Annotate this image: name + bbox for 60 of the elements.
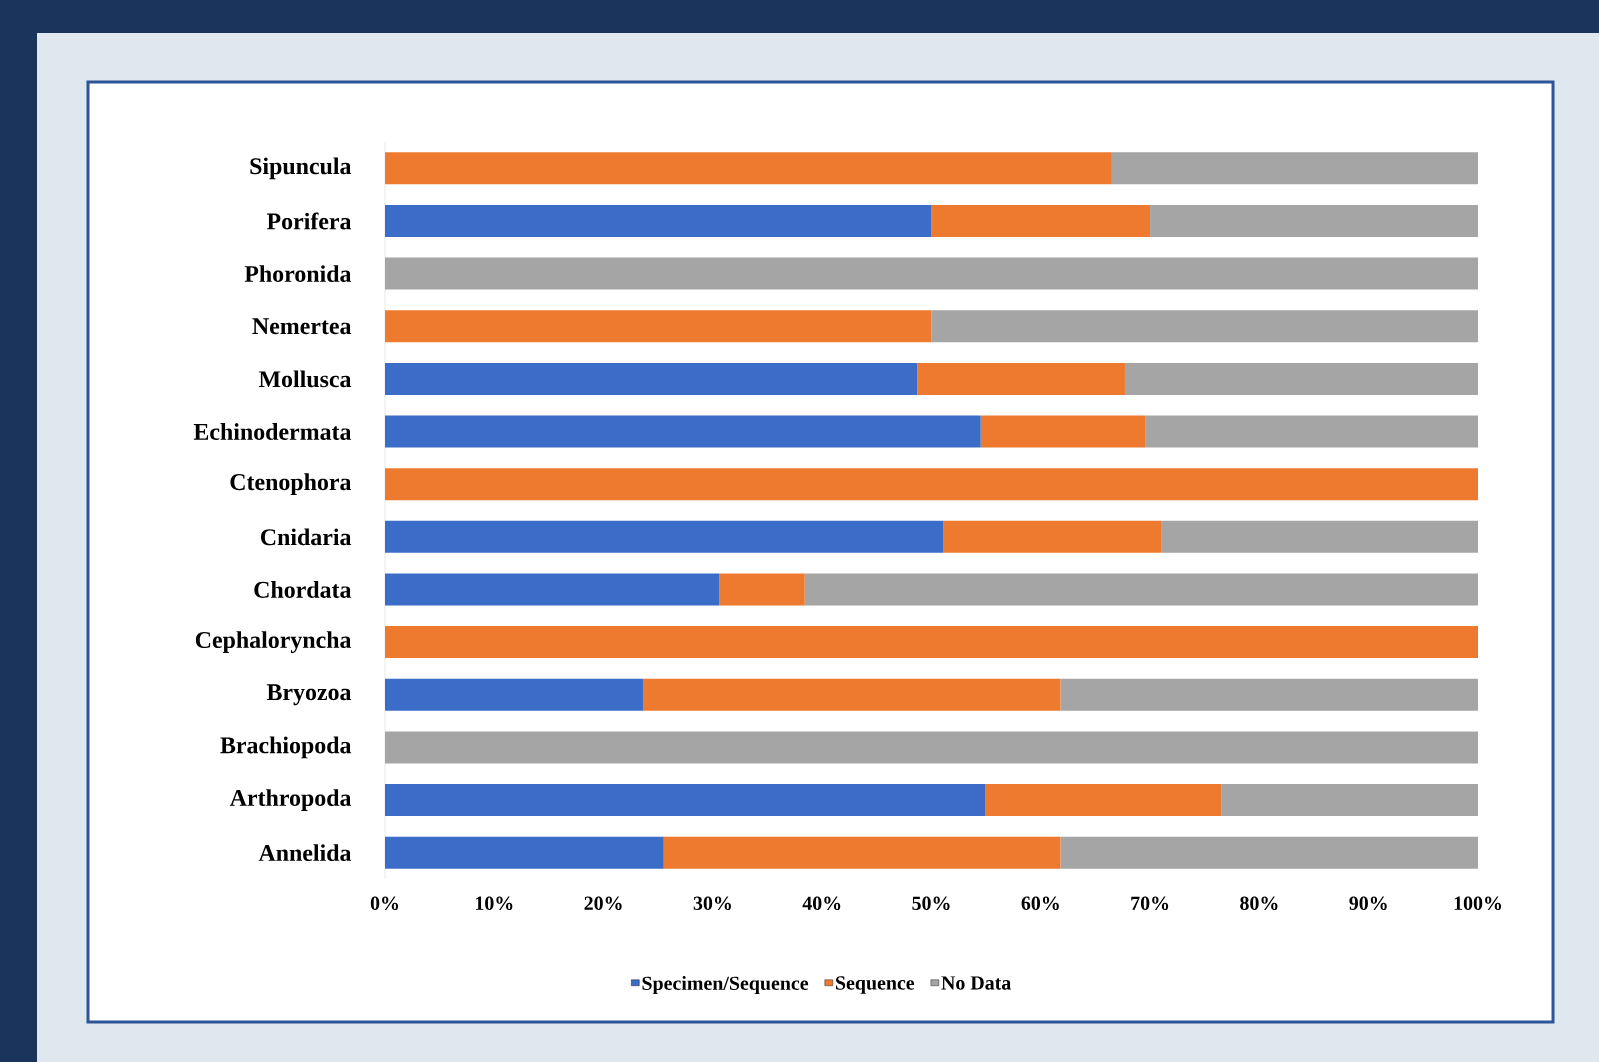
y-tick-label: Arthropoda [229, 789, 352, 811]
bar [980, 415, 1146, 448]
bar [931, 310, 1479, 343]
legend-label: Specimen/Sequence [642, 976, 809, 995]
x-tick-label: 50% [912, 896, 950, 911]
y-tick-label: Nemertea [252, 318, 352, 335]
bar [1060, 836, 1479, 869]
bar [385, 784, 986, 817]
x-tick-label: 30% [693, 896, 731, 911]
y-tick-label: Cephaloryncha [195, 631, 352, 653]
bar [1161, 520, 1479, 553]
bar [385, 204, 932, 237]
bar [985, 784, 1222, 817]
y-tick-label: Bryozoa [266, 684, 352, 706]
bar [719, 573, 805, 606]
bar [385, 257, 1479, 290]
y-tick-label: Porifera [266, 212, 352, 230]
bar [385, 362, 918, 395]
bar [385, 626, 1479, 659]
bar [385, 415, 981, 448]
bar [1145, 415, 1479, 448]
bar [1060, 678, 1479, 711]
bar [1150, 204, 1479, 237]
y-tick-label: Brachiopoda [220, 736, 352, 759]
bar [804, 573, 1479, 606]
legend-label: No Data [941, 976, 1011, 990]
bar [943, 520, 1162, 553]
y-tick-label: Ctenophora [230, 473, 352, 496]
bar [385, 573, 720, 606]
bar [931, 204, 1151, 237]
x-tick-label: 80% [1240, 896, 1278, 911]
bar [1124, 362, 1479, 395]
bar [385, 678, 643, 711]
y-tick-label: Annelida [258, 844, 352, 862]
x-tick-label: 70% [1131, 896, 1169, 911]
x-tick-label: 40% [802, 896, 841, 911]
x-tick-label: 20% [584, 896, 622, 911]
bar [642, 678, 1061, 711]
bar [663, 836, 1061, 869]
bar [1111, 152, 1479, 185]
bar [1221, 784, 1479, 817]
x-tick-label: 90% [1349, 896, 1387, 911]
bar [385, 152, 1112, 185]
y-tick-label: Sipuncula [250, 157, 352, 180]
bar [385, 836, 664, 869]
y-tick-label: Chordata [254, 581, 352, 598]
x-tick-label: 100% [1454, 896, 1502, 911]
bar [917, 362, 1125, 395]
y-tick-label: Mollusca [258, 370, 352, 388]
bar [385, 731, 1479, 764]
y-tick-label: Phoronida [244, 265, 352, 283]
bar [385, 468, 1479, 501]
bar [385, 310, 932, 343]
legend-label: Sequence [836, 976, 915, 994]
x-tick-label: 0% [370, 896, 399, 911]
x-tick-label: 10% [475, 896, 513, 911]
y-tick-label: Cnidaria [260, 528, 352, 546]
y-tick-label: Echinodermata [193, 423, 352, 440]
bar [385, 520, 944, 553]
x-tick-label: 60% [1021, 896, 1059, 911]
